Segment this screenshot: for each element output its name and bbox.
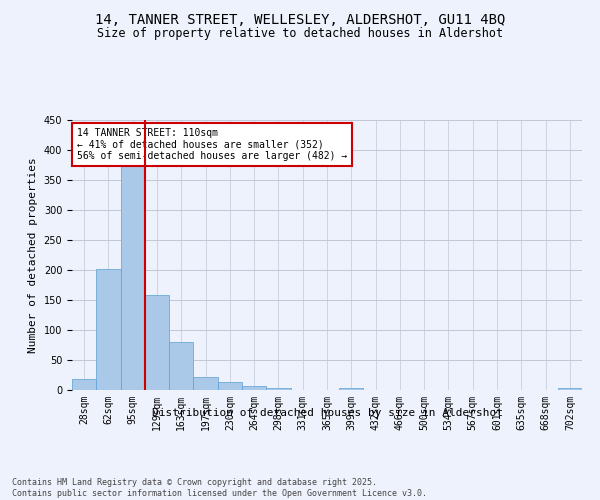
Y-axis label: Number of detached properties: Number of detached properties (28, 157, 38, 353)
Bar (218, 382, 242, 390)
Bar (193, 378, 218, 390)
Bar (72, 379, 96, 390)
Text: 14 TANNER STREET: 110sqm
← 41% of detached houses are smaller (352)
56% of semi-: 14 TANNER STREET: 110sqm ← 41% of detach… (77, 128, 347, 162)
Bar (339, 388, 364, 390)
Text: Contains HM Land Registry data © Crown copyright and database right 2025.
Contai: Contains HM Land Registry data © Crown c… (12, 478, 427, 498)
Text: Size of property relative to detached houses in Aldershot: Size of property relative to detached ho… (97, 28, 503, 40)
Bar (558, 388, 582, 390)
Bar (169, 342, 193, 390)
Text: 14, TANNER STREET, WELLESLEY, ALDERSHOT, GU11 4BQ: 14, TANNER STREET, WELLESLEY, ALDERSHOT,… (95, 12, 505, 26)
Bar (121, 165, 145, 390)
Bar (145, 294, 169, 390)
Bar (266, 388, 290, 390)
Bar (242, 386, 266, 390)
Bar (96, 270, 121, 390)
Text: Distribution of detached houses by size in Aldershot: Distribution of detached houses by size … (151, 408, 503, 418)
